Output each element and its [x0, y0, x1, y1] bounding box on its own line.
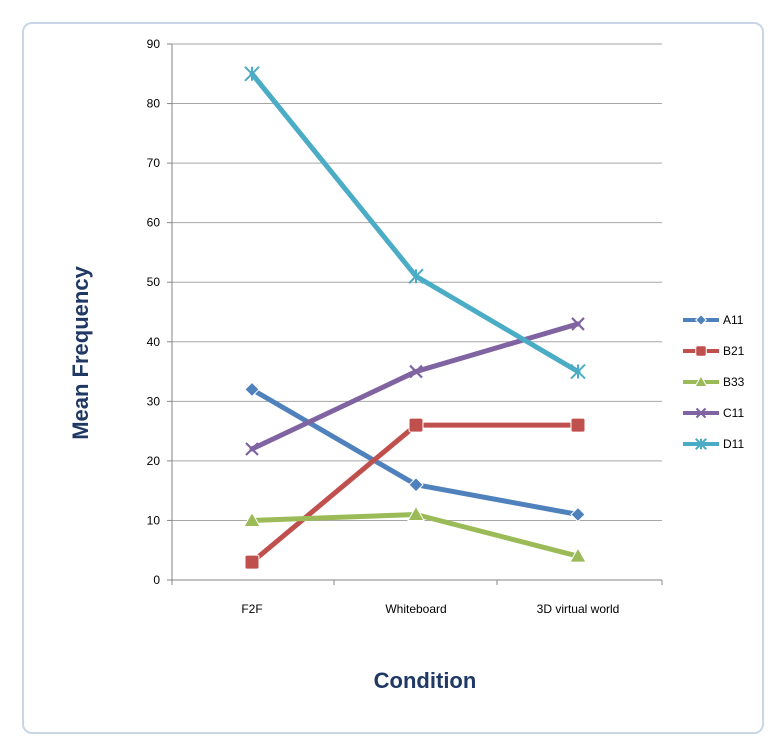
y-tick-label: 10 [147, 513, 161, 527]
y-tick-label: 90 [147, 37, 161, 51]
legend-entry-c11[interactable]: C11 [683, 406, 744, 420]
x-tick-label: Whiteboard [385, 602, 446, 616]
x-axis-title: Condition [374, 668, 477, 693]
y-tick-label: 0 [153, 573, 160, 587]
legend-label: B33 [723, 375, 745, 389]
series-marker[interactable] [696, 346, 707, 357]
series-marker[interactable] [571, 507, 585, 521]
series-marker[interactable] [245, 67, 259, 81]
legend: A11 B21 B33 C11 D11 [683, 313, 745, 451]
series-b33 [244, 506, 586, 562]
y-tick-label: 60 [147, 216, 161, 230]
y-tick-label: 50 [147, 275, 161, 289]
x-tick-label: 3D virtual world [537, 602, 620, 616]
legend-entry-b33[interactable]: B33 [683, 375, 745, 389]
legend-label: C11 [723, 406, 744, 420]
y-axis-title: Mean Frequency [68, 265, 93, 439]
y-tick-label: 30 [147, 394, 161, 408]
series-line[interactable] [252, 389, 578, 514]
x-tick-label: F2F [241, 602, 262, 616]
legend-entry-b21[interactable]: B21 [683, 344, 745, 358]
series-marker[interactable] [245, 555, 259, 569]
series-marker[interactable] [571, 418, 585, 432]
series-marker[interactable] [409, 418, 423, 432]
legend-entry-d11[interactable]: D11 [683, 437, 744, 451]
legend-label: A11 [723, 313, 744, 327]
axes: 0 10 20 30 40 50 60 70 80 90 F2F Whiteboard 3D virtu… [147, 37, 662, 616]
legend-label: D11 [723, 437, 744, 451]
series-c11 [246, 318, 584, 455]
series-layer [244, 67, 586, 569]
legend-entry-a11[interactable]: A11 [683, 313, 744, 327]
y-tick-label: 80 [147, 97, 161, 111]
series-a11 [245, 382, 585, 521]
series-marker[interactable] [696, 315, 707, 326]
legend-label: B21 [723, 344, 745, 358]
y-tick-label: 70 [147, 156, 161, 170]
y-tick-label: 40 [147, 335, 161, 349]
y-tick-label: 20 [147, 454, 161, 468]
